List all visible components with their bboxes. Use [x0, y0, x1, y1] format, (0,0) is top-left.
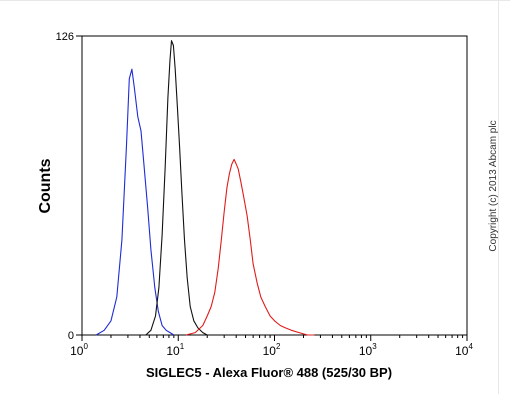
histogram-series-1	[96, 69, 174, 335]
x-tick-label: 102	[263, 342, 281, 358]
top-divider	[0, 0, 510, 1]
y-tick-label: 0	[68, 330, 74, 342]
x-tick-label: 103	[359, 342, 377, 358]
x-axis-label: SIGLEC5 - Alexa Fluor® 488 (525/30 BP)	[146, 365, 392, 380]
y-tick-label: 126	[56, 31, 74, 43]
x-tick-label: 100	[70, 342, 88, 358]
plot-frame	[82, 36, 467, 335]
y-axis-label: Counts	[37, 158, 54, 213]
right-divider	[498, 0, 499, 394]
x-tick-label: 104	[455, 342, 473, 358]
x-tick-label: 101	[166, 342, 184, 358]
histogram-series-3	[186, 159, 315, 335]
